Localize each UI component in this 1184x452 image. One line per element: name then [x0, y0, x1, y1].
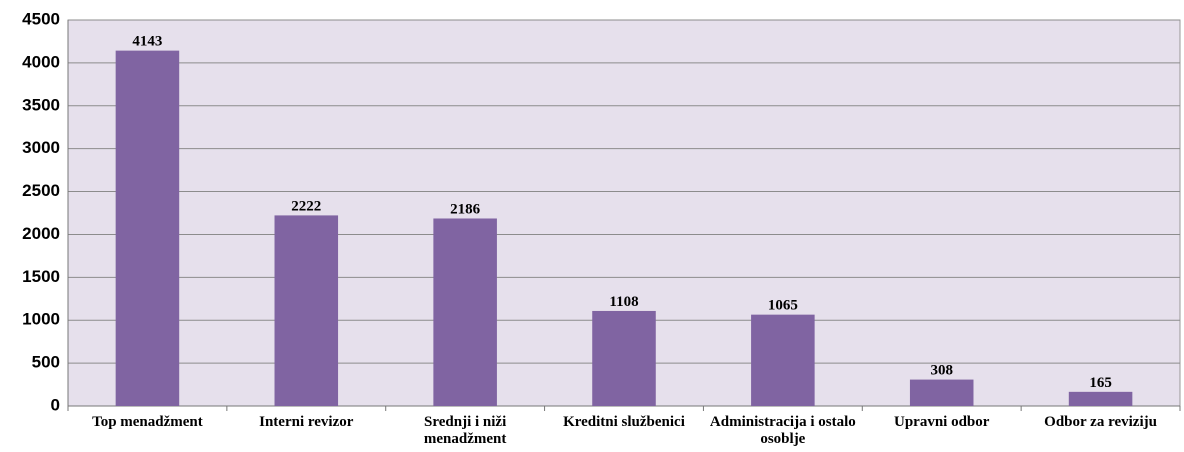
data-label: 1065	[768, 298, 798, 314]
y-tick-label: 2000	[22, 224, 60, 243]
data-label: 165	[1089, 375, 1112, 391]
y-tick-label: 0	[51, 395, 60, 414]
bar	[909, 379, 974, 406]
y-tick-label: 4000	[22, 52, 60, 71]
y-tick-label: 2500	[22, 181, 60, 200]
x-tick-label: Kreditni službenici	[563, 414, 685, 430]
bar	[592, 310, 656, 406]
data-label: 4143	[132, 34, 162, 50]
data-label: 308	[930, 363, 953, 379]
x-tick-label: Odbor za reviziju	[1044, 414, 1157, 430]
x-tick-label: Interni revizor	[259, 414, 354, 430]
y-tick-label: 4500	[22, 9, 60, 28]
y-tick-label: 3000	[22, 138, 60, 157]
data-label: 1108	[609, 294, 638, 310]
x-tick-label: Srednji i niži menadžment	[423, 414, 507, 447]
bar	[751, 314, 815, 406]
y-tick-label: 500	[32, 353, 60, 372]
bar	[433, 218, 497, 406]
bar	[274, 215, 339, 406]
x-tick-label: Upravni odbor	[893, 414, 990, 430]
bar	[115, 50, 180, 406]
x-tick-label: Top menadžment	[92, 414, 203, 430]
y-tick-label: 1000	[22, 310, 60, 329]
bar	[1068, 391, 1133, 406]
y-tick-label: 1500	[22, 267, 60, 286]
data-label: 2186	[450, 201, 481, 217]
y-tick-label: 3500	[22, 95, 60, 114]
data-label: 2222	[291, 198, 321, 214]
x-tick-label: Administracija i ostalo osoblje	[709, 414, 856, 447]
